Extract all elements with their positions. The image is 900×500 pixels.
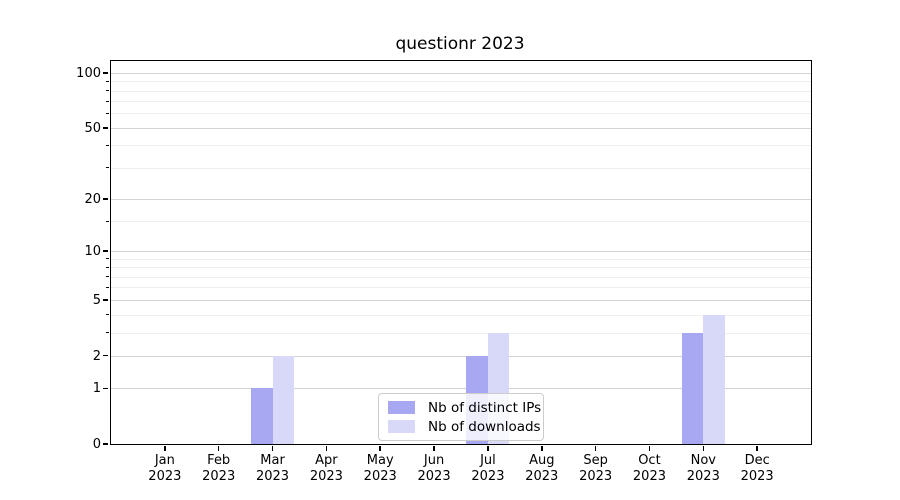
y-axis-tick	[103, 250, 108, 252]
y-axis-tick	[103, 387, 108, 389]
gridline-minor	[111, 258, 811, 260]
gridline-minor	[111, 101, 811, 103]
x-axis-tick	[487, 445, 489, 451]
y-axis-minor-tick	[105, 90, 109, 92]
gridline-minor	[111, 332, 811, 334]
y-axis-tick	[103, 127, 108, 129]
y-axis-minor-tick	[105, 258, 109, 260]
legend-item-distinct-ips: Nb of distinct IPs	[388, 398, 541, 417]
y-axis-minor-tick	[105, 276, 109, 278]
bar-nb-of-downloads-nov-2023	[703, 314, 725, 444]
gridline-major	[111, 388, 811, 390]
x-tick-label: Aug 2023	[525, 453, 559, 484]
plot-inner	[111, 61, 811, 444]
chart-title: questionr 2023	[395, 34, 525, 54]
x-tick-label: Jul 2023	[471, 453, 505, 484]
y-axis-minor-tick	[105, 286, 109, 288]
y-axis-minor-tick	[105, 220, 109, 222]
x-tick-label: Sep 2023	[579, 453, 613, 484]
legend: Nb of distinct IPs Nb of downloads	[378, 393, 544, 441]
gridline-minor	[111, 81, 811, 83]
legend-swatch-downloads	[388, 420, 415, 433]
y-axis-minor-tick	[105, 80, 109, 82]
gridline-major	[111, 299, 811, 301]
x-axis-tick	[379, 445, 381, 451]
legend-swatch-distinct-ips	[388, 401, 415, 414]
x-axis-tick	[271, 445, 274, 451]
y-tick-label: 50	[84, 120, 101, 136]
x-tick-label: Oct 2023	[632, 453, 666, 484]
x-tick-label: Mar 2023	[255, 453, 290, 484]
x-tick-label: May 2023	[363, 453, 397, 484]
legend-item-downloads: Nb of downloads	[388, 417, 541, 436]
x-tick-label: Dec 2023	[740, 453, 774, 484]
gridline-minor	[111, 145, 811, 147]
x-axis-tick	[648, 445, 651, 451]
y-tick-label: 100	[76, 65, 101, 81]
x-axis-tick	[164, 445, 166, 451]
gridline-minor	[111, 287, 811, 289]
gridline-minor	[111, 276, 811, 278]
y-tick-label: 10	[84, 244, 101, 260]
gridline-major	[111, 251, 811, 253]
gridline-minor	[111, 314, 811, 316]
x-tick-label: Jan 2023	[148, 453, 182, 484]
gridline-minor	[111, 113, 811, 115]
y-axis-tick	[103, 443, 108, 445]
y-axis-minor-tick	[105, 100, 109, 102]
y-axis-tick	[103, 354, 108, 357]
gridline-major	[111, 199, 811, 201]
gridline-major	[111, 355, 811, 357]
y-axis-tick	[103, 299, 108, 301]
y-axis-minor-tick	[105, 144, 109, 146]
y-axis-tick	[103, 198, 108, 200]
gridline-minor	[111, 267, 811, 269]
x-axis-tick	[325, 445, 328, 451]
y-axis-minor-tick	[105, 314, 109, 316]
legend-label-distinct-ips: Nb of distinct IPs	[428, 399, 542, 416]
y-tick-label: 0	[92, 437, 101, 452]
bar-nb-of-downloads-mar-2023	[272, 355, 295, 444]
x-axis-tick	[541, 445, 543, 451]
y-axis-minor-tick	[105, 332, 109, 333]
y-axis-tick	[103, 72, 108, 74]
x-axis-tick	[756, 445, 758, 451]
y-axis-minor-tick	[105, 167, 109, 169]
y-tick-label: 2	[92, 348, 101, 364]
gridline-minor	[111, 90, 811, 92]
gridline-minor	[111, 221, 811, 222]
y-axis-minor-tick	[105, 112, 109, 114]
x-axis-tick	[217, 445, 220, 451]
y-tick-label: 20	[84, 192, 101, 208]
x-tick-label: Nov 2023	[686, 453, 720, 484]
x-axis-tick	[702, 445, 705, 451]
bar-nb-of-distinct-ips-nov-2023	[681, 332, 704, 444]
y-tick-label: 5	[92, 292, 101, 308]
x-tick-label: Jun 2023	[417, 453, 451, 484]
axes-overlay: Nb of distinct IPs Nb of downloads 0 1 2 5 1…	[76, 61, 811, 484]
gridline-minor	[111, 167, 811, 169]
x-tick-label: Apr 2023	[309, 453, 343, 484]
y-axis-minor-tick	[105, 266, 109, 268]
bar-nb-of-distinct-ips-mar-2023	[251, 388, 273, 444]
x-tick-label: Feb 2023	[202, 453, 236, 484]
gridline-major	[111, 127, 811, 129]
gridline-major	[111, 72, 811, 74]
x-axis-tick	[433, 445, 435, 451]
legend-label-downloads: Nb of downloads	[428, 418, 541, 435]
plot-area: Nb of distinct IPs Nb of downloads 0 1 2 5 1…	[76, 60, 812, 484]
y-tick-label: 1	[92, 381, 101, 397]
x-axis-tick	[594, 445, 597, 451]
